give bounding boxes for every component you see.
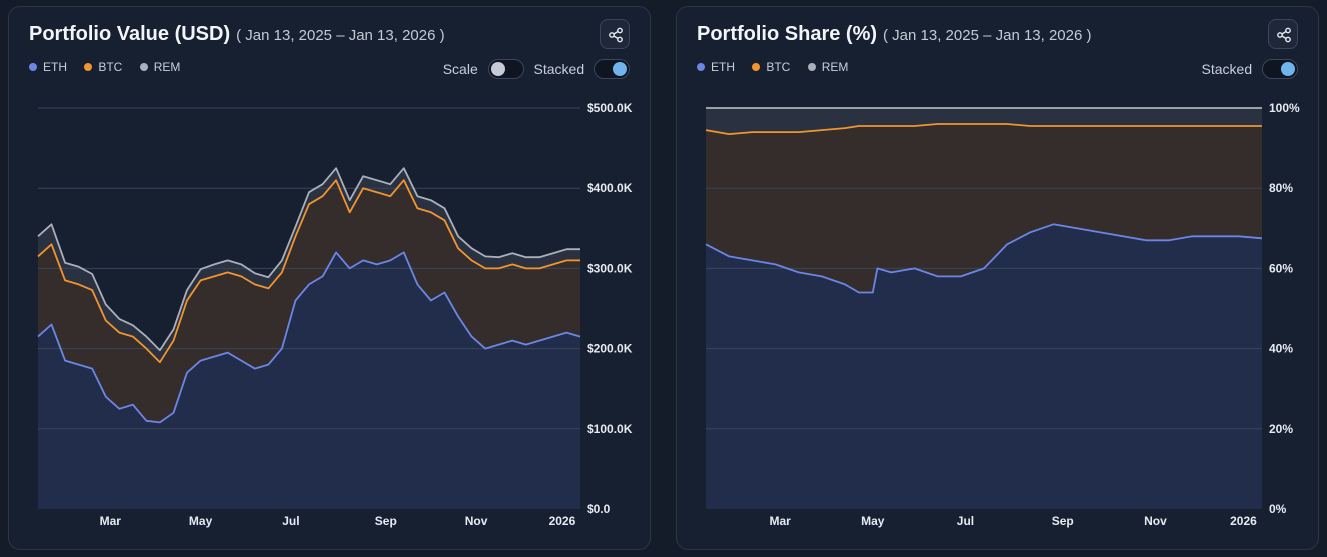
legend-item-rem[interactable]: REM bbox=[139, 60, 180, 74]
share-icon bbox=[1277, 27, 1291, 43]
y-tick-label: 0% bbox=[1269, 502, 1287, 516]
y-tick-label: 40% bbox=[1269, 342, 1293, 356]
share-chart-svg: 0% 20% 40% 60% 80% 100% Mar May Jul Sep Nov 2026 bbox=[705, 101, 1300, 528]
legend-item-eth[interactable]: ETH bbox=[29, 60, 67, 74]
x-tick-label: Nov bbox=[465, 514, 488, 528]
line-eth bbox=[705, 223, 1263, 294]
x-tick-label: May bbox=[861, 514, 885, 528]
stacked-toggle[interactable] bbox=[1262, 59, 1298, 79]
portfolio-share-card: Portfolio Share (%)( Jan 13, 2025 – Jan … bbox=[676, 6, 1319, 550]
legend-item-eth[interactable]: ETH bbox=[697, 60, 735, 74]
y-tick-label: $200.0K bbox=[587, 342, 633, 356]
area-btc bbox=[706, 124, 1262, 293]
x-tick-label: 2026 bbox=[549, 514, 576, 528]
y-tick-label: $400.0K bbox=[587, 181, 633, 195]
date-range: ( Jan 13, 2025 – Jan 13, 2026 ) bbox=[883, 27, 1092, 44]
x-tick-label: Jul bbox=[957, 514, 974, 528]
portfolio-value-card: Portfolio Value (USD)( Jan 13, 2025 – Ja… bbox=[8, 6, 651, 550]
line-btc bbox=[37, 179, 580, 364]
legend-item-btc[interactable]: BTC bbox=[752, 60, 790, 74]
value-chart-svg: $0.0 $100.0K $200.0K $300.0K $400.0K $500.0K M… bbox=[37, 101, 633, 528]
legend: ETH BTC REM bbox=[697, 60, 862, 74]
y-tick-label: 100% bbox=[1269, 101, 1300, 115]
share-button[interactable] bbox=[1268, 19, 1298, 49]
legend-item-rem[interactable]: REM bbox=[807, 60, 848, 74]
stacked-label: Stacked bbox=[533, 61, 585, 77]
stacked-toggle[interactable] bbox=[594, 59, 630, 79]
chart-title: Portfolio Share (%)( Jan 13, 2025 – Jan … bbox=[697, 23, 1092, 45]
chart-controls: Stacked bbox=[1196, 59, 1298, 79]
x-tick-label: Nov bbox=[1144, 514, 1167, 528]
share-button[interactable] bbox=[600, 19, 630, 49]
x-tick-label: Jul bbox=[282, 514, 299, 528]
x-tick-label: Sep bbox=[1052, 514, 1074, 528]
x-tick-label: Sep bbox=[375, 514, 397, 528]
x-tick-label: May bbox=[189, 514, 213, 528]
line-eth bbox=[37, 251, 581, 424]
area-btc bbox=[38, 180, 580, 423]
x-tick-label: 2026 bbox=[1230, 514, 1257, 528]
area-rem bbox=[38, 168, 580, 363]
y-tick-label: 20% bbox=[1269, 422, 1293, 436]
area-eth bbox=[38, 252, 580, 509]
chart-title: Portfolio Value (USD)( Jan 13, 2025 – Ja… bbox=[29, 23, 445, 45]
y-tick-label: 60% bbox=[1269, 261, 1293, 275]
scale-toggle[interactable] bbox=[487, 59, 524, 79]
chart-controls: Scale Stacked bbox=[437, 59, 630, 79]
x-tick-label: Mar bbox=[100, 514, 122, 528]
date-range: ( Jan 13, 2025 – Jan 13, 2026 ) bbox=[236, 27, 445, 44]
line-btc bbox=[705, 123, 1262, 135]
x-tick-label: Mar bbox=[769, 514, 791, 528]
legend-item-btc[interactable]: BTC bbox=[84, 60, 122, 74]
y-tick-label: $100.0K bbox=[587, 422, 633, 436]
line-rem bbox=[37, 167, 580, 352]
stacked-label: Stacked bbox=[1201, 61, 1253, 77]
y-tick-label: $0.0 bbox=[587, 502, 611, 516]
y-tick-label: $500.0K bbox=[587, 101, 633, 115]
area-eth bbox=[706, 224, 1262, 510]
share-icon bbox=[609, 27, 623, 43]
y-tick-label: $300.0K bbox=[587, 261, 633, 275]
y-tick-label: 80% bbox=[1269, 181, 1293, 195]
legend: ETH BTC REM bbox=[29, 60, 194, 74]
scale-label: Scale bbox=[442, 61, 478, 77]
